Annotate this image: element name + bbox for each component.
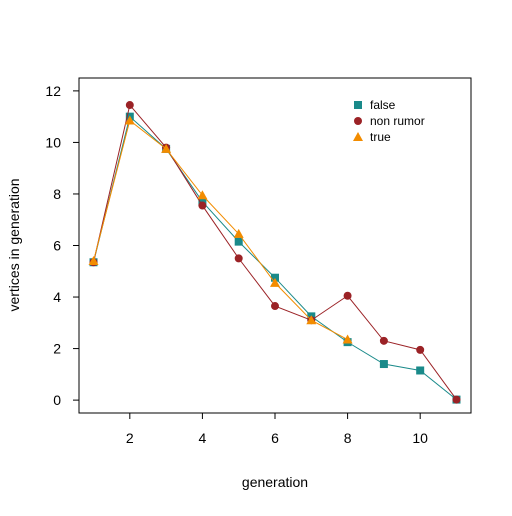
data-point (271, 273, 279, 282)
x-tick-label: 6 (271, 430, 279, 446)
x-axis: 2 4 6 8 10 (126, 413, 428, 446)
data-point (379, 336, 388, 345)
legend-marker (353, 132, 363, 141)
y-tick-label: 2 (53, 341, 61, 357)
x-tick-label: 10 (412, 430, 428, 446)
series-line (93, 119, 348, 340)
series-non-rumor (89, 101, 461, 404)
series-true (88, 115, 353, 344)
data-point (379, 360, 388, 369)
data-point (343, 291, 352, 300)
legend-marker (354, 101, 362, 109)
series-layer (88, 101, 461, 404)
x-tick-label: 4 (199, 430, 207, 446)
data-point (198, 201, 207, 210)
data-point (342, 334, 353, 344)
legend-item: false (354, 98, 396, 112)
data-point (161, 143, 172, 153)
data-point (416, 366, 425, 375)
plot-frame (78, 77, 472, 414)
data-point (452, 395, 461, 404)
legend-item: true (353, 130, 391, 144)
legend-label: true (370, 130, 391, 144)
legend-label: false (370, 98, 396, 112)
y-tick-label: 8 (53, 186, 61, 202)
data-point (271, 302, 279, 311)
legend-marker (354, 117, 362, 125)
y-tick-label: 4 (53, 289, 61, 305)
legend: false non rumor true (353, 98, 425, 144)
y-axis: 0 2 4 6 8 10 12 (45, 83, 79, 408)
data-point (197, 190, 208, 200)
y-axis-title: vertices in generation (6, 178, 22, 311)
data-point (233, 228, 244, 238)
series-line (93, 115, 457, 400)
data-point (306, 315, 317, 325)
series-false (89, 112, 461, 404)
x-tick-label: 8 (344, 430, 352, 446)
data-point (124, 115, 135, 125)
legend-item: non rumor (354, 114, 425, 128)
legend-label: non rumor (370, 114, 425, 128)
y-tick-label: 12 (45, 83, 61, 99)
y-tick-label: 10 (45, 134, 61, 150)
y-tick-label: 0 (53, 392, 61, 408)
y-tick-label: 6 (53, 238, 61, 254)
x-tick-label: 2 (126, 430, 134, 446)
data-point (88, 255, 99, 265)
series-line (93, 103, 457, 400)
data-point (234, 254, 243, 263)
data-point (234, 237, 243, 246)
data-point (125, 101, 134, 110)
data-point (416, 345, 425, 354)
data-point (270, 277, 280, 287)
x-axis-title: generation (242, 474, 308, 490)
